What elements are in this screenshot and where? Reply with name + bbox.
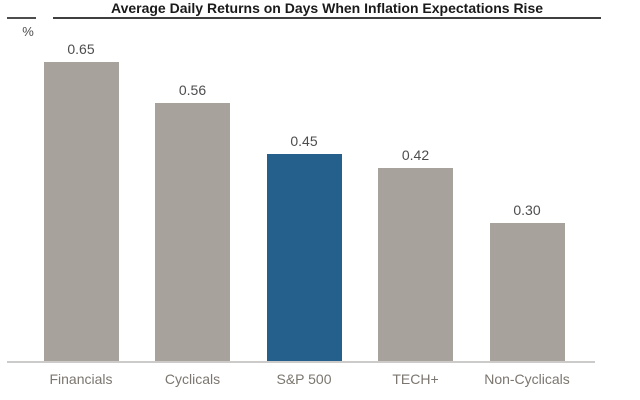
bar-cyclicals (155, 103, 230, 361)
value-label-financials: 0.65 (67, 41, 95, 57)
category-label-cyclicals: Cyclicals (164, 371, 221, 387)
value-label-s-p-500: 0.45 (290, 133, 318, 149)
category-label-tech: TECH+ (392, 371, 439, 387)
x-axis-baseline (7, 361, 595, 363)
y-axis-unit-label: % (22, 24, 34, 39)
value-label-tech: 0.42 (401, 147, 430, 163)
value-label-cyclicals: 0.56 (178, 82, 207, 98)
category-label-s-p-500: S&P 500 (276, 371, 332, 387)
category-label-non-cyclicals: Non-Cyclicals (484, 371, 570, 387)
y-axis-tick (7, 17, 36, 19)
value-label-non-cyclicals: 0.30 (513, 202, 541, 218)
bar-tech (378, 168, 453, 361)
category-label-financials: Financials (49, 371, 113, 387)
bar-non-cyclicals (489, 223, 565, 361)
chart-title: Average Daily Returns on Days When Infla… (110, 0, 544, 16)
title-underline: Average Daily Returns on Days When Infla… (53, 0, 601, 19)
bar-s-p-500 (266, 154, 342, 361)
bar-financials (43, 62, 119, 361)
